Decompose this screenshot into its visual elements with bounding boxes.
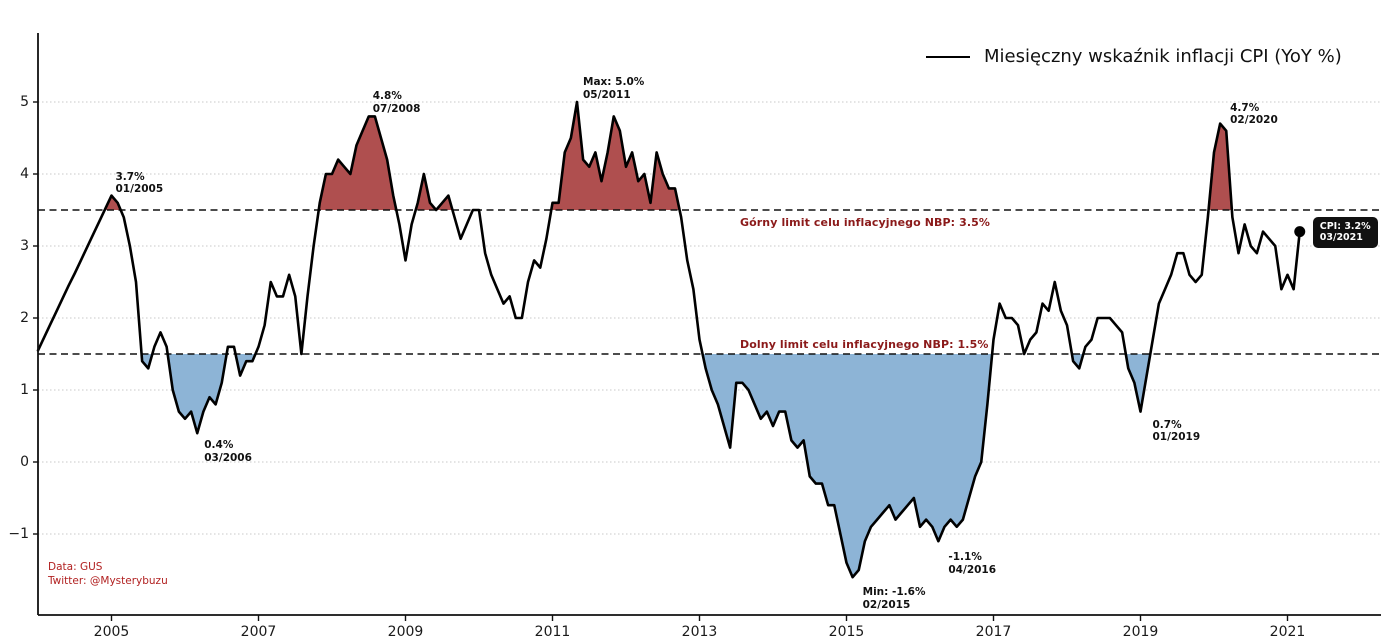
fill-below-target [38, 354, 1300, 578]
fill-above-target [38, 102, 1300, 210]
latest-point-marker [1294, 226, 1306, 238]
cpi-line [36, 100, 1302, 579]
